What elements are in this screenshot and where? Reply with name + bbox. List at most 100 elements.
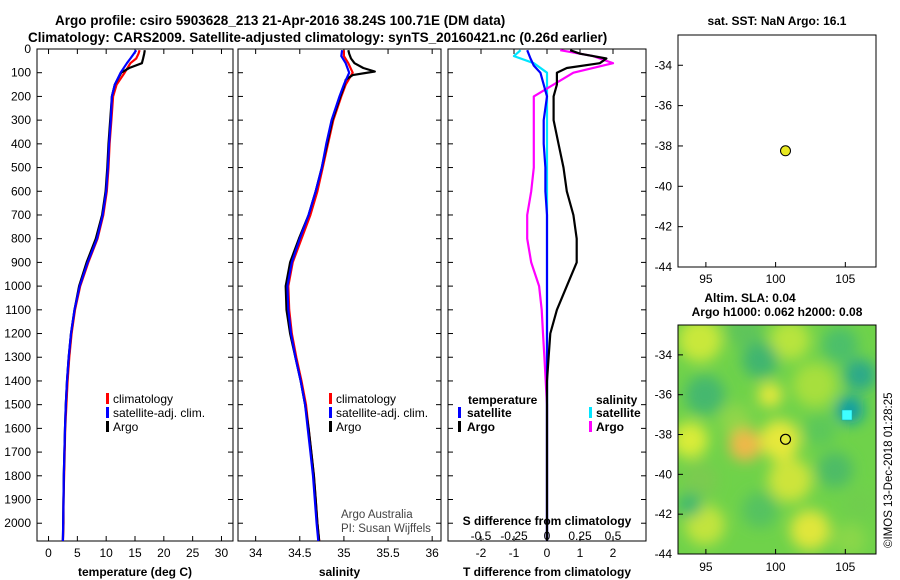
temperature-panel-frame bbox=[36, 48, 234, 542]
temperature-legend-label: Argo bbox=[113, 420, 139, 434]
sla-map-blob bbox=[727, 325, 763, 348]
differences-xtick-label: -1 bbox=[509, 546, 520, 560]
sla-map-blob bbox=[742, 492, 778, 528]
sla-map-blob bbox=[790, 510, 830, 550]
salinity-legend-swatch bbox=[329, 393, 332, 404]
temperature-xlabel: temperature (deg C) bbox=[78, 565, 192, 579]
sla-map-blob bbox=[729, 429, 761, 461]
differences-xlabel: T difference from climatology bbox=[463, 565, 631, 579]
depth-tick-label: 400 bbox=[11, 137, 31, 151]
sst-map-xtick-label: 100 bbox=[766, 272, 786, 286]
depth-tick-label: 1700 bbox=[4, 445, 31, 459]
diff-s-axis-label: S difference from climatology bbox=[463, 514, 632, 528]
depth-tick-label: 500 bbox=[11, 161, 31, 175]
diff-s-tick-label: -0.5 bbox=[471, 529, 492, 543]
diff-legend-swatch bbox=[589, 421, 592, 432]
temperature-xtick-label: 25 bbox=[186, 546, 200, 560]
salinity-series-satellite bbox=[286, 50, 351, 542]
sla-map-blob bbox=[742, 342, 778, 378]
sla-map-blob bbox=[834, 524, 866, 554]
temperature-xtick-label: 10 bbox=[99, 546, 113, 560]
salinity-legend-label: Argo bbox=[336, 420, 362, 434]
salinity-xtick-label: 34 bbox=[249, 546, 263, 560]
diff-s-tick-label: 0 bbox=[544, 529, 551, 543]
depth-tick-label: 1000 bbox=[4, 279, 31, 293]
sla-map-xtick-label: 100 bbox=[766, 560, 786, 574]
depth-tick-label: 1500 bbox=[4, 398, 31, 412]
sst-map-frame bbox=[677, 34, 877, 268]
temperature-legend-swatch bbox=[106, 421, 109, 432]
sst-map-ytick-label: -40 bbox=[655, 179, 673, 193]
sla-map-blob bbox=[719, 404, 751, 436]
diff-legend-swatch bbox=[458, 421, 461, 432]
diff-s-tick-label: 0.5 bbox=[605, 529, 622, 543]
salinity-legend-label: satellite-adj. clim. bbox=[336, 406, 428, 420]
temperature-legend-swatch bbox=[106, 393, 109, 404]
sla-map-title-line2: Argo h1000: 0.062 h2000: 0.08 bbox=[692, 305, 863, 319]
salinity-legend-swatch bbox=[329, 421, 332, 432]
chart-title-line2: Climatology: CARS2009. Satellite-adjuste… bbox=[28, 30, 608, 45]
depth-tick-label: 1800 bbox=[4, 469, 31, 483]
salinity-xtick-label: 35.5 bbox=[376, 546, 400, 560]
diff-legend-label: satellite bbox=[467, 406, 512, 420]
temperature-legend-label: climatology bbox=[113, 392, 173, 406]
depth-tick-label: 900 bbox=[11, 255, 31, 269]
depth-tick-label: 300 bbox=[11, 113, 31, 127]
sla-map-xtick-label: 95 bbox=[699, 560, 713, 574]
sla-map-blob bbox=[678, 493, 702, 517]
sla-map-ytick-label: -44 bbox=[655, 547, 673, 561]
sla-map-blob bbox=[817, 452, 853, 488]
depth-tick-label: 1600 bbox=[4, 421, 31, 435]
diff-legend-label: Argo bbox=[596, 420, 624, 434]
temperature-xtick-label: 20 bbox=[157, 546, 171, 560]
sla-map-field bbox=[678, 325, 876, 554]
diff-legend-label: Argo bbox=[467, 420, 495, 434]
sla-map-frame bbox=[677, 324, 877, 555]
sst-map-profile-marker bbox=[780, 145, 792, 157]
sst-map-title: sat. SST: NaN Argo: 16.1 bbox=[708, 14, 847, 28]
footer-stamp: ©IMOS 13-Dec-2018 01:28:25 bbox=[883, 392, 895, 548]
sla-map-title-line1: Altim. SLA: 0.04 bbox=[704, 291, 796, 305]
sla-map-blob bbox=[682, 462, 718, 498]
sla-map-blob bbox=[768, 458, 812, 502]
depth-tick-label: 2000 bbox=[4, 516, 31, 530]
sla-map-blob bbox=[678, 422, 708, 458]
diff-legend-swatch bbox=[589, 407, 592, 418]
salinity-annotation-line2: PI: Susan Wijffels bbox=[341, 523, 431, 535]
salinity-xtick-label: 35 bbox=[337, 546, 351, 560]
sla-map-blob bbox=[822, 327, 858, 363]
sla-map-blob bbox=[844, 359, 876, 391]
diff-series-t-argo bbox=[545, 49, 608, 541]
depth-tick-label: 1100 bbox=[5, 303, 31, 317]
temperature-xtick-label: 5 bbox=[74, 546, 81, 560]
diff-s-tick-label: 0.25 bbox=[568, 529, 592, 543]
chart-title-line1: Argo profile: csiro 5903628_213 21-Apr-2… bbox=[55, 13, 506, 28]
depth-tick-label: 200 bbox=[11, 89, 31, 103]
differences-xtick-label: 1 bbox=[577, 546, 584, 560]
depth-tick-label: 100 bbox=[11, 66, 31, 80]
sst-map-ytick-label: -34 bbox=[655, 58, 673, 72]
temperature-xtick-label: 30 bbox=[215, 546, 229, 560]
salinity-annotation-line1: Argo Australia bbox=[341, 509, 413, 521]
diff-legend-title-salinity: salinity bbox=[596, 393, 638, 407]
salinity-panel-frame bbox=[237, 48, 442, 542]
sla-map-highlight-cell bbox=[841, 409, 853, 421]
sla-map-ytick-label: -38 bbox=[655, 428, 673, 442]
sla-map-ytick-label: -34 bbox=[655, 348, 673, 362]
depth-tick-label: 1900 bbox=[4, 493, 31, 507]
differences-xtick-label: 0 bbox=[544, 546, 551, 560]
sla-map-xtick-label: 105 bbox=[835, 560, 855, 574]
sla-map-blob bbox=[793, 363, 837, 407]
temperature-xtick-label: 0 bbox=[45, 546, 52, 560]
sla-map-blob bbox=[678, 325, 722, 362]
sla-map-blob bbox=[804, 414, 836, 446]
depth-tick-label: 0 bbox=[24, 42, 31, 56]
temperature-series-satellite bbox=[61, 49, 138, 542]
differences-xtick-label: -2 bbox=[476, 546, 487, 560]
depth-tick-label: 1300 bbox=[4, 350, 31, 364]
sst-map-xtick-label: 105 bbox=[835, 272, 855, 286]
temperature-legend-swatch bbox=[106, 407, 109, 418]
salinity-legend-swatch bbox=[329, 407, 332, 418]
sst-map-xtick-label: 95 bbox=[699, 272, 713, 286]
